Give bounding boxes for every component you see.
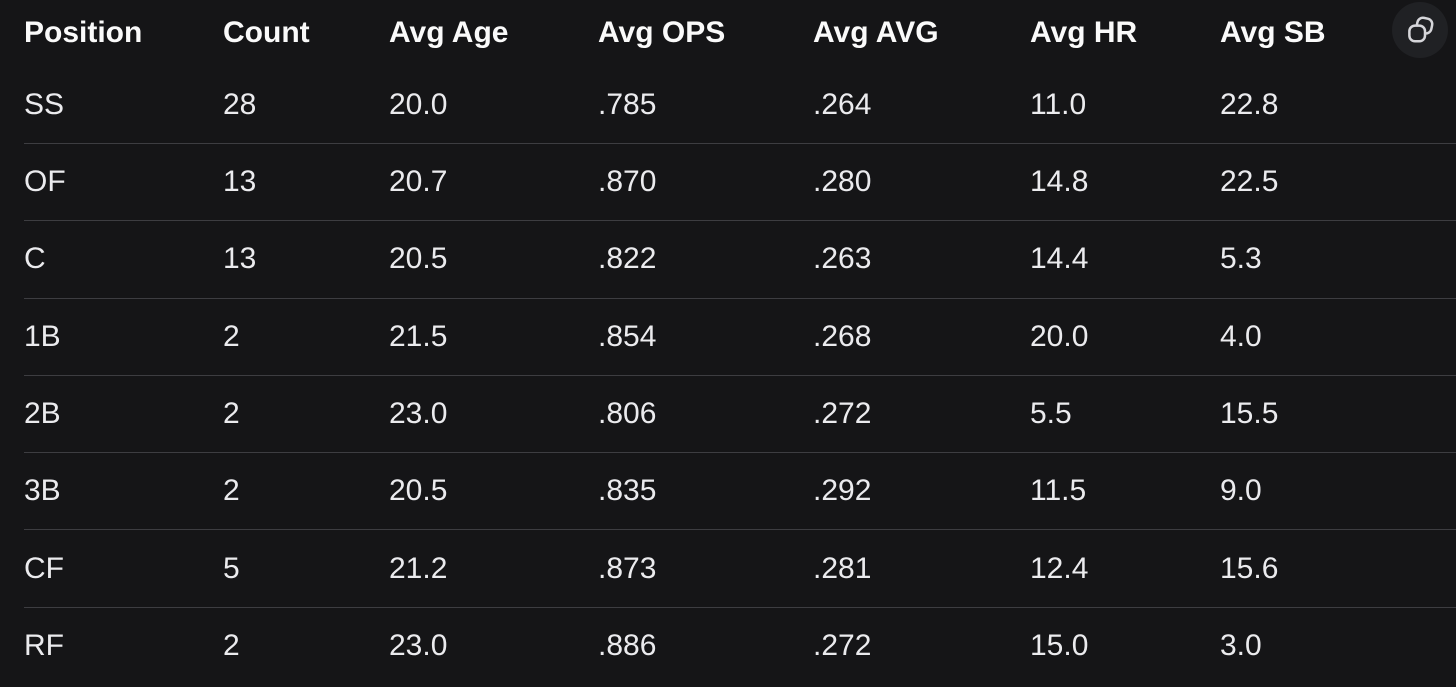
- table-cell: .268: [813, 297, 1030, 376]
- table-cell: 22.5: [1220, 142, 1456, 221]
- table-cell: .272: [813, 374, 1030, 453]
- table-cell: 13: [223, 220, 389, 299]
- table-cell: .263: [813, 220, 1030, 299]
- table-cell: CF: [24, 529, 223, 608]
- table-cell: 23.0: [389, 374, 598, 453]
- table-cell: 5: [223, 529, 389, 608]
- column-header: Avg AVG: [813, 16, 939, 50]
- copy-icon: [1408, 16, 1434, 43]
- table-cell: C: [24, 220, 223, 299]
- table-cell: 2: [223, 297, 389, 376]
- table-cell: .822: [598, 220, 813, 299]
- table-cell: 14.4: [1030, 220, 1220, 299]
- table-cell: .272: [813, 606, 1030, 685]
- column-header: Avg SB: [1220, 16, 1326, 50]
- table-cell: OF: [24, 142, 223, 221]
- table-row: 1B 2 21.5.854.268 20.0 4.0: [24, 297, 1456, 376]
- table-row: SS 28 20.0 .785 .264 11.0 22.8: [24, 67, 1456, 144]
- column-header: Avg HR: [1030, 16, 1138, 50]
- table-cell: .785: [598, 87, 657, 121]
- table-row: RF 2 23.0.886.272 15.0 3.0: [24, 606, 1456, 685]
- table-cell: 2B: [24, 374, 223, 453]
- table-cell: .292: [813, 452, 1030, 530]
- table-cell: 23.0: [389, 606, 598, 685]
- table-cell: 20.7: [389, 142, 598, 221]
- table-cell: 28: [223, 87, 257, 121]
- table-cell: .281: [813, 529, 1030, 608]
- table-cell: .873: [598, 529, 813, 608]
- table-body: SS 28 20.0 .785 .264 11.0 22.8 OF 13 20.7.870.280…: [24, 67, 1456, 685]
- table-cell: 2: [223, 452, 389, 530]
- column-header: Avg Age: [389, 16, 509, 50]
- table-cell: 4.0: [1220, 297, 1456, 376]
- table-cell: .806: [598, 374, 813, 453]
- position-stats-table: Position Count Avg Age Avg OPS Avg AVG Avg HR…: [24, 0, 1456, 685]
- table-cell: 20.0: [389, 87, 448, 121]
- table-cell: 5.3: [1220, 220, 1456, 299]
- table-cell: 20.0: [1030, 297, 1220, 376]
- table-cell: RF: [24, 606, 223, 685]
- table-cell: 1B: [24, 297, 223, 376]
- table-cell: 15.6: [1220, 529, 1456, 608]
- table-row: OF 13 20.7.870.280 14.8 22.5: [24, 142, 1456, 221]
- table-cell: 14.8: [1030, 142, 1220, 221]
- table-cell: SS: [24, 87, 65, 121]
- table-row: C 13 20.5.822.263 14.4 5.3: [24, 220, 1456, 299]
- table-cell: .854: [598, 297, 813, 376]
- column-header: Avg OPS: [598, 16, 726, 50]
- table-cell: 12.4: [1030, 529, 1220, 608]
- table-cell: 5.5: [1030, 374, 1220, 453]
- table-cell: 15.0: [1030, 606, 1220, 685]
- table-cell: 20.5: [389, 452, 598, 530]
- table-cell: 21.2: [389, 529, 598, 608]
- table-cell: 3B: [24, 452, 223, 530]
- table-cell: 11.0: [1030, 87, 1087, 121]
- table-row: 3B 2 20.5.835.292 11.5 9.0: [24, 452, 1456, 530]
- table-cell: 13: [223, 142, 389, 221]
- table-header-row: Position Count Avg Age Avg OPS Avg AVG Avg HR…: [24, 0, 1456, 67]
- table-cell: 11.5: [1030, 452, 1220, 530]
- table-cell: 3.0: [1220, 606, 1456, 685]
- table-cell: 20.5: [389, 220, 598, 299]
- table-cell: .835: [598, 452, 813, 530]
- column-header: Position: [24, 16, 143, 50]
- table-cell: .886: [598, 606, 813, 685]
- table-cell: 15.5: [1220, 374, 1456, 453]
- table-cell: 21.5: [389, 297, 598, 376]
- table-cell: 9.0: [1220, 452, 1456, 530]
- table-cell: 2: [223, 374, 389, 453]
- copy-button[interactable]: [1392, 2, 1448, 58]
- column-header: Count: [223, 16, 310, 50]
- table-cell: 2: [223, 606, 389, 685]
- table-cell: 22.8: [1220, 87, 1279, 121]
- table-row: 2B 2 23.0.806.272 5.5 15.5: [24, 374, 1456, 453]
- table-cell: .870: [598, 142, 813, 221]
- table-row: CF 5 21.2.873.281 12.4 15.6: [24, 529, 1456, 608]
- table-cell: .280: [813, 142, 1030, 221]
- table-cell: .264: [813, 87, 872, 121]
